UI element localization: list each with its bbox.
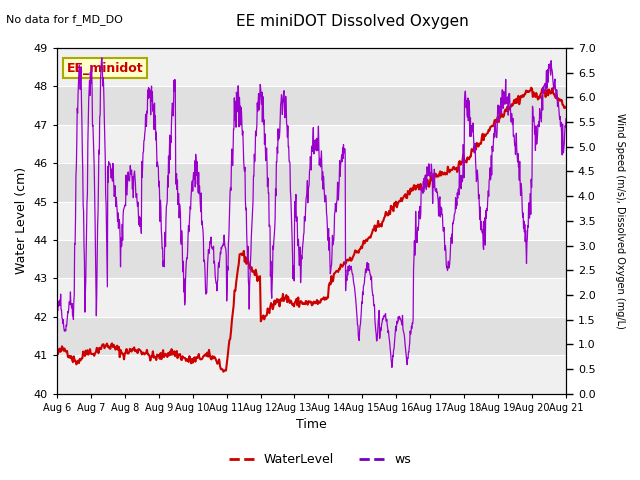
Bar [57,317,566,355]
Bar [57,125,566,163]
Legend: WaterLevel, ws: WaterLevel, ws [224,448,416,471]
Text: EE miniDOT Dissolved Oxygen: EE miniDOT Dissolved Oxygen [236,14,468,29]
Bar [57,86,566,125]
Bar [57,240,566,278]
Text: EE_minidot: EE_minidot [67,61,143,75]
Bar [57,278,566,317]
Y-axis label: Water Level (cm): Water Level (cm) [15,167,28,275]
Bar [57,355,566,394]
Bar [57,48,566,86]
Bar [57,202,566,240]
X-axis label: Time: Time [296,419,327,432]
Text: No data for f_MD_DO: No data for f_MD_DO [6,14,124,25]
Y-axis label: Wind Speed (m/s), Dissolved Oxygen (mg/L): Wind Speed (m/s), Dissolved Oxygen (mg/L… [615,113,625,329]
Bar [57,163,566,202]
